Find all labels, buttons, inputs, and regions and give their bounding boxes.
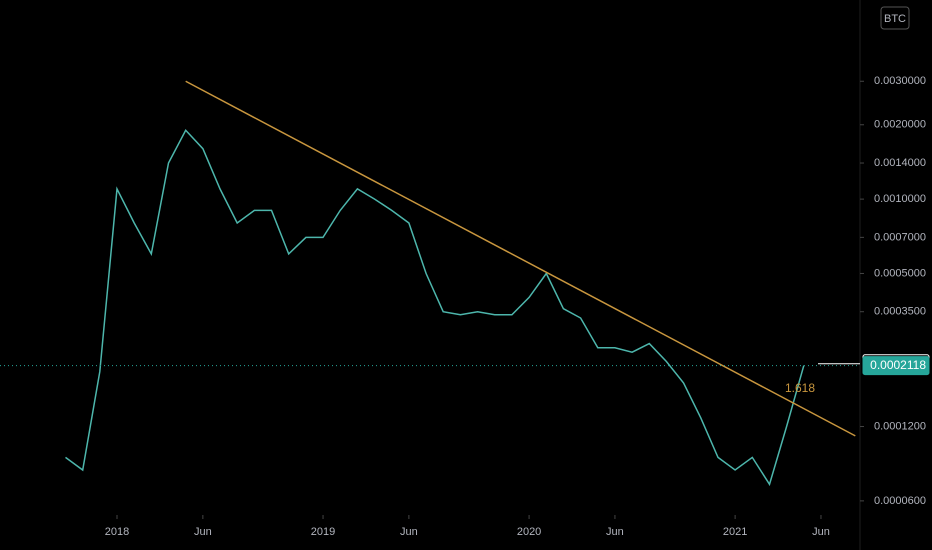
y-tick-label: 0.0010000: [874, 193, 926, 205]
y-tick-label: 0.0003500: [874, 306, 926, 318]
x-tick-label: Jun: [812, 526, 830, 538]
y-tick-label: 0.0030000: [874, 75, 926, 87]
symbol-button[interactable]: [880, 6, 910, 30]
symbol[interactable]: BTC: [884, 13, 906, 25]
price-label: 0.0002118: [870, 358, 926, 372]
trendline-label: 1.618: [785, 381, 815, 395]
x-tick-label: 2018: [105, 526, 129, 538]
x-tick-label: Jun: [400, 526, 418, 538]
y-tick-label: 0.0000600: [874, 495, 926, 507]
x-tick-label: 2020: [517, 526, 541, 538]
price-label-box: [862, 356, 930, 376]
trendline: [185, 80, 856, 437]
y-tick-label: 0.0014000: [874, 157, 926, 169]
y-tick-label: 0.0005000: [874, 267, 926, 279]
y-tick-label: 0.0001200: [874, 420, 926, 432]
x-tick-label: Jun: [606, 526, 624, 538]
y-tick-label: 0.0007000: [874, 231, 926, 243]
x-tick-label: 2019: [311, 526, 335, 538]
x-tick-label: 2021: [723, 526, 747, 538]
y-tick-label: 0.0020000: [874, 119, 926, 131]
x-tick-label: Jun: [194, 526, 212, 538]
price-line: [65, 129, 805, 487]
